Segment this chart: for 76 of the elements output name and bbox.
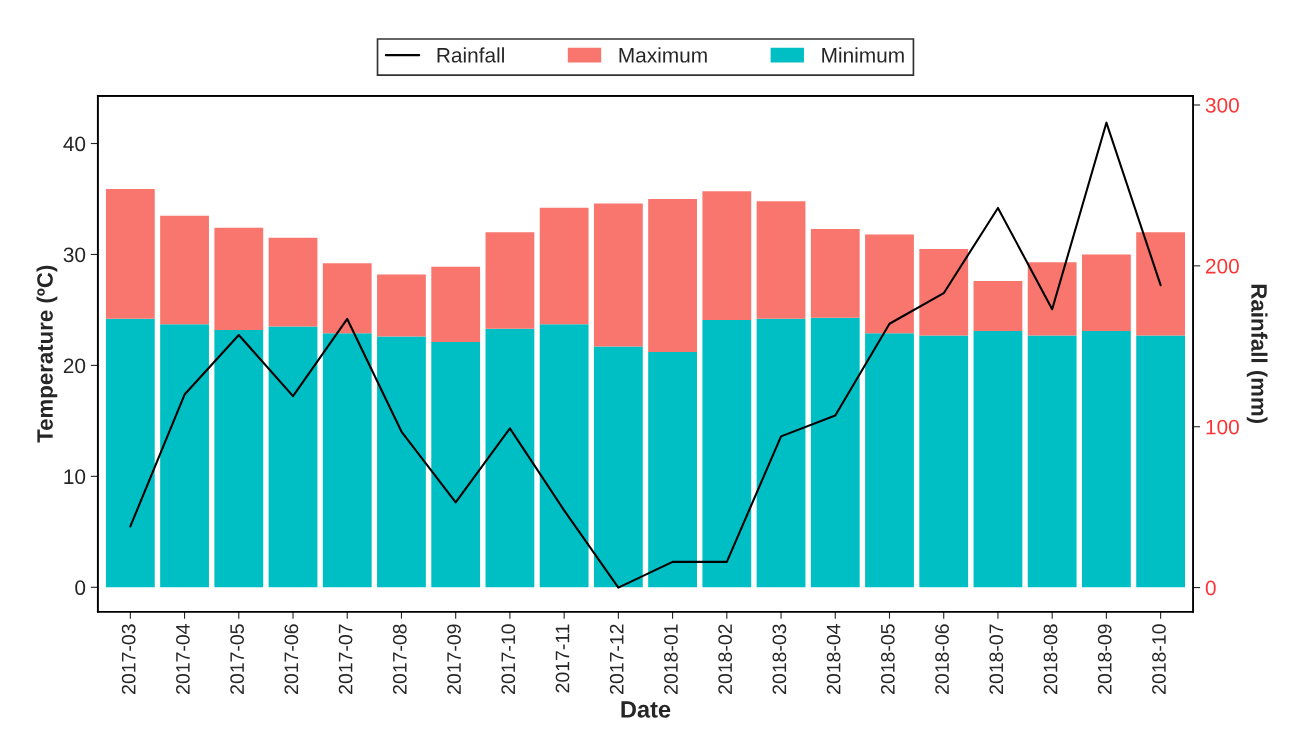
bar: [322, 333, 372, 588]
bar: [539, 324, 589, 588]
y-tick-label: 20: [63, 358, 86, 374]
y2-tick-label: 0: [1205, 580, 1216, 596]
x-tick-label: 2018-02: [718, 624, 733, 694]
bar: [756, 201, 806, 319]
y-tick-label: 10: [64, 469, 86, 485]
y2-tick-label: 100: [1206, 419, 1239, 435]
y-tick-label: 0: [75, 580, 86, 596]
bar: [919, 248, 969, 336]
bar: [648, 198, 697, 353]
x-tick-label: 2017-03: [121, 624, 136, 694]
bar: [377, 274, 426, 337]
y-axis-title: Temperature (ºC): [36, 265, 58, 443]
bar: [1082, 254, 1131, 332]
x-tick-label: 2018-10: [1152, 624, 1166, 694]
legend-label: Maximum: [619, 47, 707, 63]
bar: [214, 329, 264, 588]
bar: [973, 281, 1023, 332]
bar: [377, 336, 426, 588]
bar: [539, 207, 589, 325]
bar: [214, 227, 264, 330]
bar: [810, 317, 860, 588]
bar: [105, 318, 155, 588]
bar: [322, 263, 372, 334]
y2-tick-label: 200: [1206, 258, 1239, 274]
bar: [593, 346, 643, 588]
bar: [268, 326, 318, 588]
y2-axis-title: Rainfall (mm): [1246, 284, 1268, 424]
x-tick-label: 2018-08: [1043, 624, 1058, 694]
bar: [865, 234, 914, 334]
bar: [973, 331, 1023, 588]
legend-label: Rainfall: [437, 47, 504, 63]
x-axis-title: Date: [621, 701, 671, 718]
x-tick-label: 2017-07: [338, 624, 353, 694]
bar: [1136, 232, 1186, 336]
line-series: [129, 121, 1162, 589]
bar: [648, 352, 697, 588]
x-tick-label: 2017-09: [447, 624, 461, 694]
bar: [810, 228, 860, 318]
bar: [268, 237, 318, 327]
bar: [431, 266, 481, 343]
x-tick-label: 2018-04: [826, 624, 841, 694]
x-tick-label: 2017-11: [555, 624, 570, 693]
bar: [702, 191, 752, 320]
x-tick-label: 2018-05: [880, 624, 895, 694]
x-tick-label: 2018-06: [935, 624, 949, 694]
legend-label: Minimum: [822, 47, 904, 63]
x-tick-label: 2017-04: [176, 624, 190, 694]
y-tick-label: 30: [63, 247, 86, 263]
x-tick-label: 2018-01: [664, 624, 678, 694]
bar: [593, 203, 643, 347]
x-tick-label: 2018-07: [989, 624, 1004, 694]
bar: [702, 319, 752, 588]
x-tick-label: 2018-09: [1097, 624, 1112, 694]
bar: [1082, 331, 1131, 588]
bar: [160, 324, 209, 588]
bar: [160, 215, 209, 325]
bar: [865, 333, 914, 588]
x-tick-label: 2017-06: [284, 624, 299, 694]
x-tick-label: 2018-03: [772, 624, 787, 694]
bar: [756, 318, 806, 588]
bar: [1027, 262, 1077, 336]
x-tick-label: 2017-10: [501, 624, 516, 694]
bar: [1027, 335, 1077, 588]
x-tick-label: 2017-12: [609, 624, 624, 694]
bar: [485, 232, 535, 329]
y-tick-label: 40: [63, 136, 86, 152]
bar: [431, 342, 481, 588]
bar: [919, 335, 969, 588]
y2-tick-label: 300: [1205, 97, 1239, 113]
bar: [1136, 335, 1186, 588]
x-tick-label: 2017-08: [392, 624, 407, 694]
bar: [485, 328, 535, 588]
bar: [105, 189, 155, 319]
x-tick-label: 2017-05: [230, 624, 245, 694]
